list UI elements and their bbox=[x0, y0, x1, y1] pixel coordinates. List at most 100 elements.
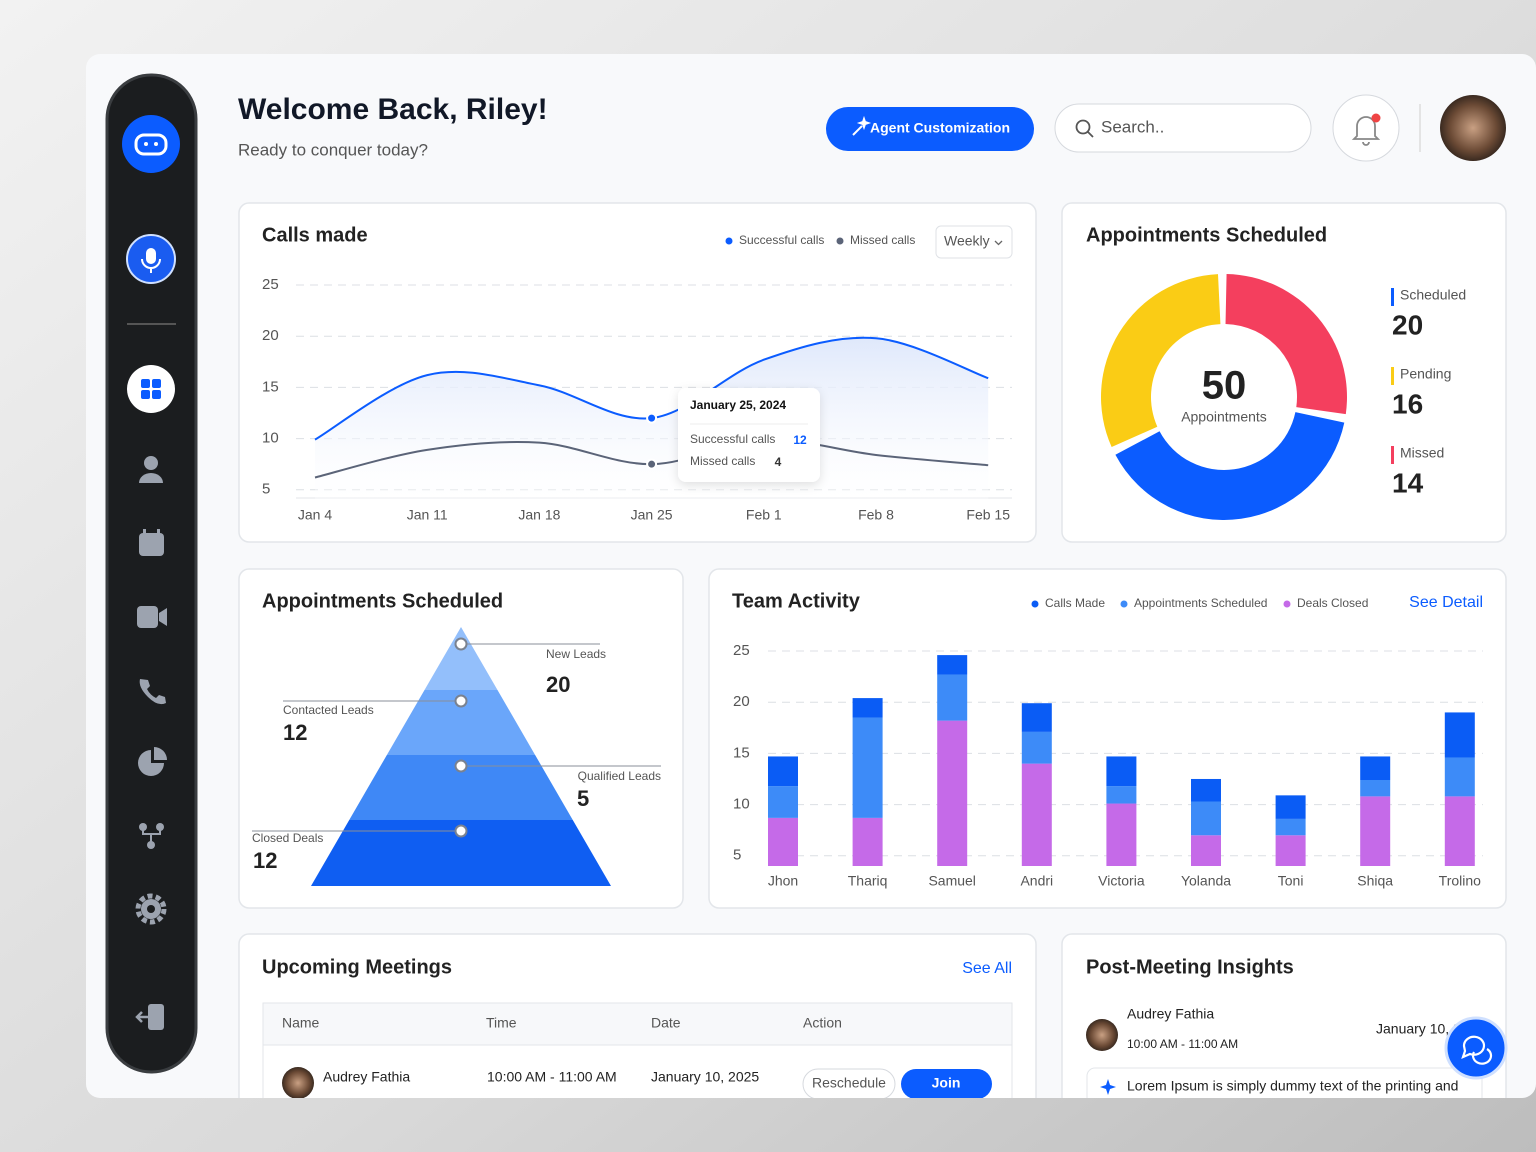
x-tick-label: Toni bbox=[1278, 873, 1304, 889]
legend-label: Pending bbox=[1400, 366, 1451, 382]
page-subtitle: Ready to conquer today? bbox=[238, 140, 428, 159]
reschedule-button[interactable] bbox=[802, 1068, 896, 1099]
hover-point bbox=[646, 412, 658, 424]
legend-label: Missed calls bbox=[850, 233, 915, 247]
bar-segment bbox=[1275, 795, 1306, 819]
bar-segment bbox=[1106, 786, 1137, 804]
stage-label: New Leads bbox=[546, 647, 606, 661]
section-title: Post-Meeting Insights bbox=[1086, 956, 1294, 978]
bar-segment bbox=[1021, 703, 1052, 732]
legend-dot bbox=[1120, 600, 1128, 608]
nav-logout[interactable] bbox=[135, 1004, 164, 1030]
search-box[interactable] bbox=[1054, 103, 1312, 153]
stage-dot bbox=[454, 759, 468, 773]
nav-profile[interactable] bbox=[139, 456, 163, 483]
bar-segment bbox=[937, 674, 968, 721]
x-tick-label: Jhon bbox=[768, 873, 798, 889]
chat-button[interactable] bbox=[1444, 1016, 1508, 1080]
bell-icon bbox=[1351, 116, 1381, 146]
column-header: Name bbox=[282, 1015, 320, 1031]
bar-segment bbox=[768, 756, 798, 787]
bar-segment bbox=[1191, 778, 1221, 802]
notification-button[interactable] bbox=[1332, 94, 1400, 162]
legend-dot bbox=[725, 237, 733, 245]
stage-label: Contacted Leads bbox=[283, 703, 374, 717]
x-tick-label: Jan 18 bbox=[518, 507, 560, 523]
x-tick-label: Feb 8 bbox=[858, 507, 894, 523]
notification-dot bbox=[1371, 113, 1381, 123]
y-tick-label: 5 bbox=[262, 481, 270, 498]
join-label[interactable]: Join bbox=[932, 1075, 961, 1091]
meeting-avatar bbox=[282, 1067, 314, 1098]
meeting-name: Audrey Fathia bbox=[323, 1069, 410, 1085]
bar-segment bbox=[1191, 801, 1221, 836]
nav-settings[interactable] bbox=[135, 893, 167, 925]
chart-title: Team Activity bbox=[732, 590, 861, 612]
y-tick-label: 20 bbox=[262, 327, 279, 344]
chart-title: Calls made bbox=[262, 224, 368, 246]
x-tick-label: Thariq bbox=[848, 873, 888, 889]
insight-text: Lorem Ipsum is simply dummy text of the … bbox=[1127, 1078, 1458, 1094]
bar-segment bbox=[1191, 835, 1221, 866]
search-icon bbox=[1075, 119, 1091, 135]
donut-segment bbox=[1115, 412, 1345, 520]
user-avatar[interactable] bbox=[1440, 95, 1506, 161]
see-detail-link[interactable]: See Detail bbox=[1409, 594, 1483, 611]
stage-value: 12 bbox=[283, 720, 307, 745]
period-dropdown[interactable] bbox=[935, 225, 1013, 259]
agent-button[interactable] bbox=[826, 107, 1034, 151]
bar-segment bbox=[1106, 756, 1137, 787]
insight-name: Audrey Fathia bbox=[1127, 1006, 1214, 1022]
stage-dot bbox=[454, 824, 468, 838]
y-tick-label: 15 bbox=[733, 744, 750, 761]
nav-phone[interactable] bbox=[139, 679, 166, 705]
bar-segment bbox=[1275, 835, 1306, 866]
x-tick-label: Yolanda bbox=[1181, 873, 1231, 889]
bar-segment bbox=[852, 698, 883, 718]
stage-value: 20 bbox=[546, 672, 570, 697]
x-tick-label: Jan 4 bbox=[298, 507, 332, 523]
window: Welcome Back, Riley! Ready to conquer tod… bbox=[86, 54, 1536, 1099]
nav-workflow[interactable] bbox=[139, 823, 164, 849]
x-tick-label: Trolino bbox=[1439, 873, 1481, 889]
bar-segment bbox=[768, 786, 798, 818]
search-placeholder: Search.. bbox=[1101, 117, 1164, 136]
bar-segment bbox=[1360, 780, 1391, 797]
nav-reports[interactable] bbox=[138, 747, 167, 776]
pyramid-layer bbox=[349, 755, 573, 820]
logo[interactable] bbox=[122, 115, 180, 173]
bar-segment bbox=[1360, 796, 1391, 866]
legend-marker bbox=[1391, 288, 1394, 306]
nav-dashboard[interactable] bbox=[127, 365, 175, 413]
legend-label: Scheduled bbox=[1400, 287, 1466, 303]
bar-segment bbox=[937, 655, 968, 675]
column-header: Date bbox=[651, 1015, 681, 1031]
bar-segment bbox=[1360, 756, 1391, 780]
tooltip-value: 4 bbox=[775, 455, 782, 469]
reschedule-label[interactable]: Reschedule bbox=[812, 1075, 886, 1091]
logo-icon bbox=[134, 133, 168, 156]
wand-icon bbox=[852, 115, 872, 136]
insight-box bbox=[1086, 1067, 1483, 1098]
dropdown-label[interactable]: Weekly bbox=[944, 233, 990, 249]
meeting-time: 10:00 AM - 11:00 AM bbox=[487, 1069, 617, 1085]
bar-segment bbox=[1444, 796, 1475, 866]
see-all-link[interactable]: See All bbox=[962, 960, 1012, 977]
agent-button-label[interactable]: Agent Customization bbox=[870, 120, 1010, 136]
x-tick-label: Shiqa bbox=[1357, 873, 1393, 889]
pyramid-layer bbox=[424, 627, 498, 690]
bar-segment bbox=[1275, 818, 1306, 836]
insight-avatar bbox=[1086, 1019, 1118, 1051]
nav-calendar[interactable] bbox=[139, 529, 164, 556]
bar-segment bbox=[1444, 712, 1475, 758]
stage-value: 12 bbox=[253, 848, 277, 873]
legend-label: Deals Closed bbox=[1297, 596, 1368, 610]
nav-video[interactable] bbox=[137, 606, 167, 628]
team-card bbox=[708, 568, 1507, 909]
legend-label: Appointments Scheduled bbox=[1134, 596, 1267, 610]
join-button[interactable] bbox=[901, 1069, 992, 1099]
legend-value: 14 bbox=[1392, 467, 1424, 498]
y-tick-label: 5 bbox=[733, 847, 741, 864]
